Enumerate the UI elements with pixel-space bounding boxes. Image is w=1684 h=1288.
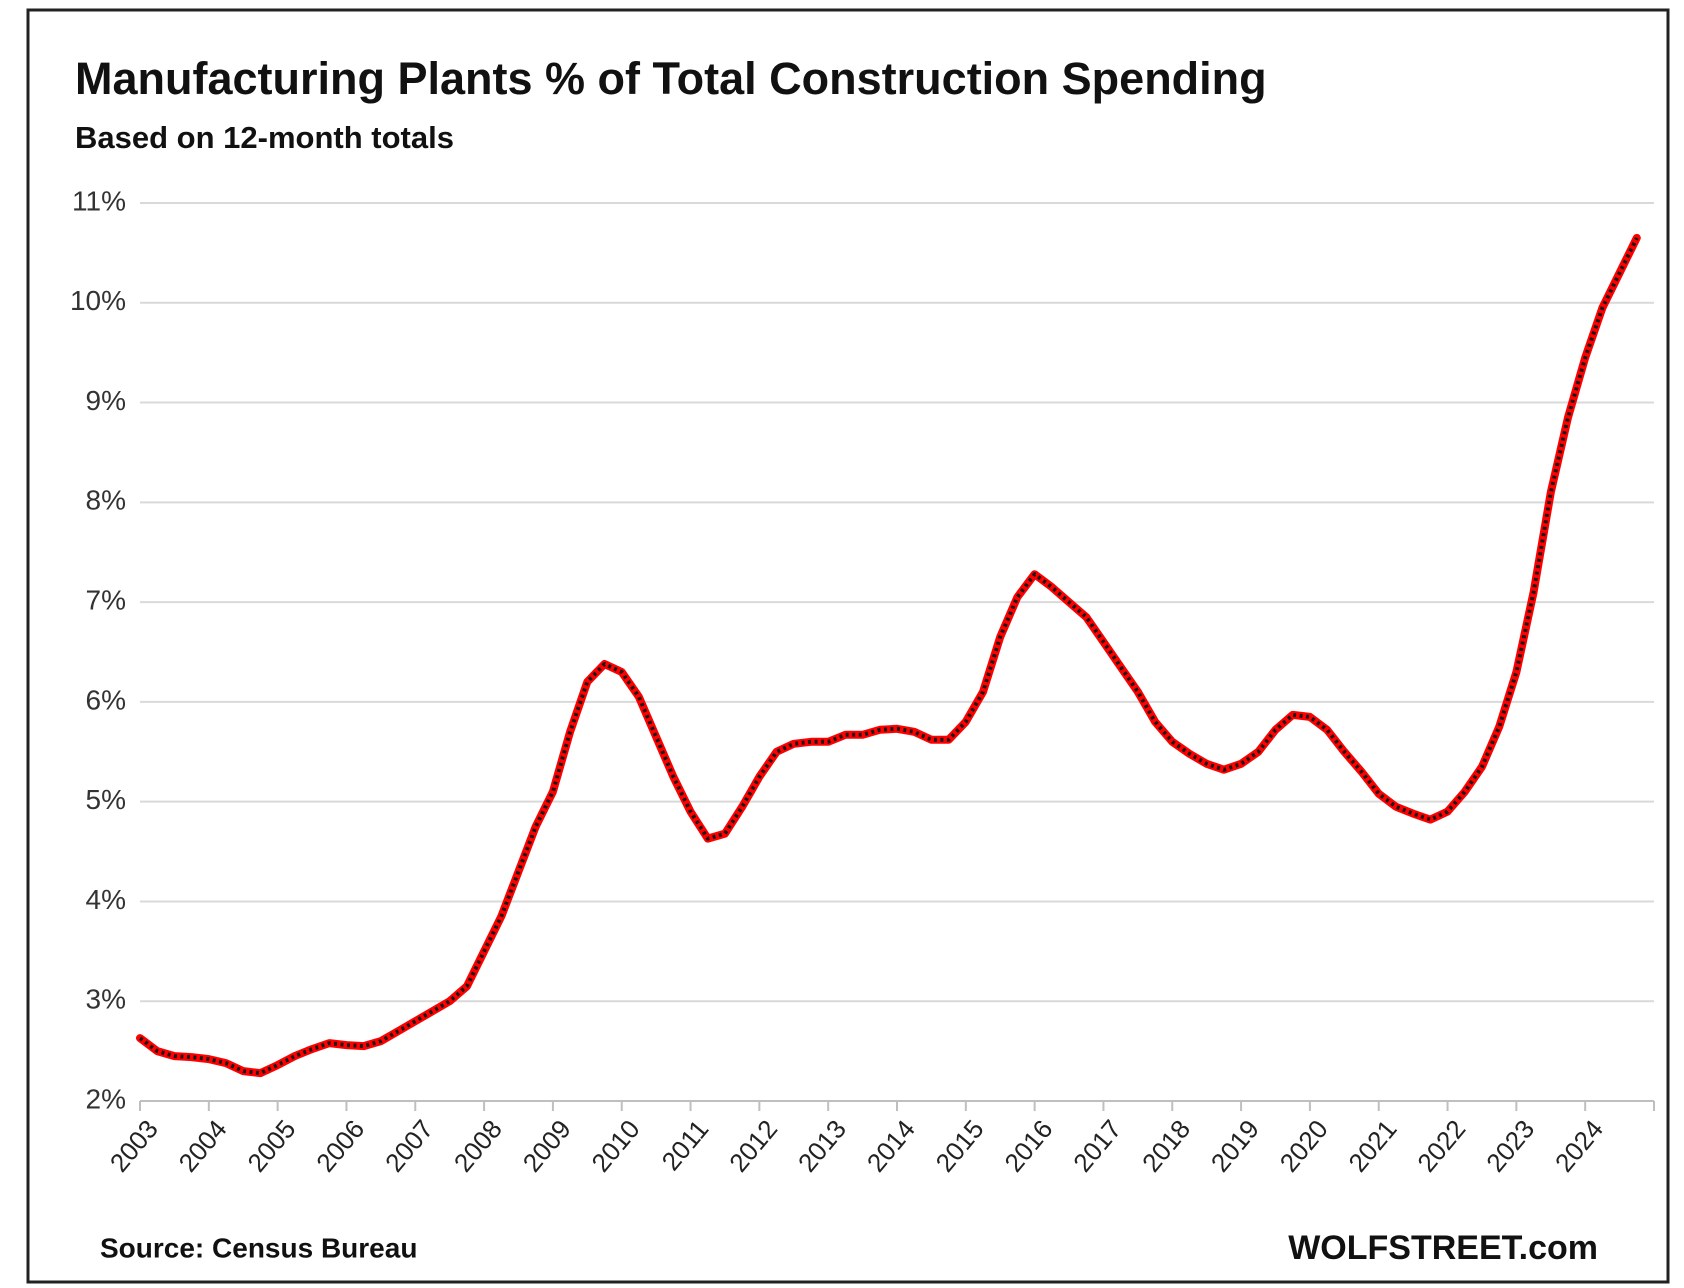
source: Source: Census Bureau	[100, 1232, 417, 1263]
y-tick-label: 6%	[86, 684, 126, 715]
frame	[26, 8, 1670, 1284]
chart-subtitle: Based on 12-month totals	[75, 120, 454, 155]
y-tick-label: 5%	[86, 784, 126, 815]
y-tick-label: 4%	[86, 884, 126, 915]
y-tick-label: 11%	[72, 185, 126, 216]
y-tick-label: 8%	[86, 485, 126, 516]
series-markers	[138, 237, 1639, 1076]
y-tick-label: 2%	[86, 1083, 126, 1114]
chart-title: Manufacturing Plants % of Total Construc…	[75, 53, 1267, 104]
y-tick-label: 10%	[70, 285, 126, 316]
credit: WOLFSTREET.com	[1288, 1229, 1598, 1267]
y-tick-label: 9%	[86, 385, 126, 416]
y-tick-label: 3%	[86, 984, 126, 1015]
y-tick-label: 7%	[86, 585, 126, 616]
